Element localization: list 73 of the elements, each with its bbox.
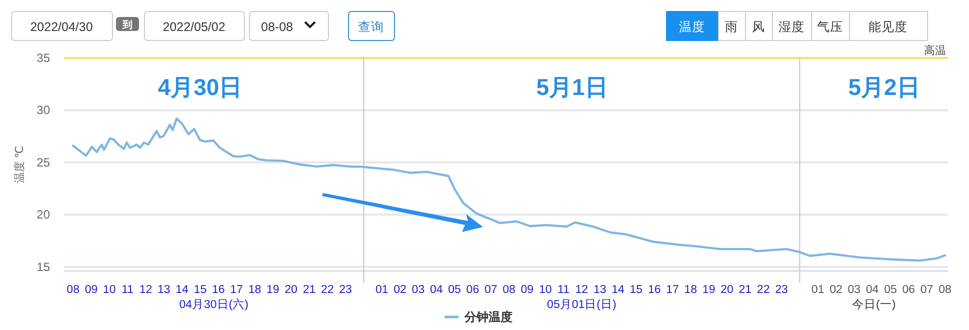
y-axis-title: 温度 ℃ [13,146,26,184]
annotation: 5月2日 [848,74,920,100]
x-tick-label: 08 [502,284,516,296]
x-tick-label: 05 [448,284,461,296]
text: 气压 [817,20,843,34]
text: 2022/04/30 [30,20,93,34]
x-tick-label: 01 [375,284,388,296]
x-tick-label: 18 [248,284,262,296]
x-tick-label: 13 [158,284,170,296]
x-tick-label: 11 [558,284,570,296]
x-tick-label: 06 [466,284,480,296]
x-tick-label: 12 [139,284,152,296]
x-tick-label: 22 [320,284,334,296]
x-tick-label: 09 [520,284,534,296]
x-tick-label: 23 [339,284,352,296]
text: 风 [752,20,765,34]
x-tick-label: 04 [866,284,880,296]
x-tick-label: 06 [902,284,916,296]
x-tick-label: 18 [684,284,698,296]
text: 能见度 [868,19,908,34]
x-tick-label: 23 [775,284,788,296]
x-tick-label: 15 [194,284,207,296]
x-tick-label: 17 [230,284,243,296]
legend-label: 分钟温度 [464,310,512,324]
x-tick-label: 19 [266,284,280,296]
text: 雨 [725,20,738,34]
y-tick-label: 20 [36,208,50,222]
x-tick-label: 14 [176,284,190,296]
x-tick-label: 20 [284,284,298,296]
x-tick-label: 19 [702,284,716,296]
annotation: 5月1日 [536,74,608,100]
text: 湿度 [778,19,804,34]
x-tick-label: 08 [938,284,952,296]
x-tick-label: 02 [394,284,406,296]
x-tick-label: 04 [430,284,444,296]
x-tick-label: 01 [811,284,824,296]
x-tick-label: 03 [412,284,425,296]
y-tick-label: 35 [36,51,50,65]
x-tick-label: 12 [575,284,588,296]
x-tick-label: 14 [612,284,626,296]
x-tick-label: 08 [66,284,80,296]
x-tick-label: 07 [484,284,498,296]
x-tick-label: 20 [720,284,734,296]
x-tick-label: 07 [920,284,934,296]
x-tick-label: 10 [103,284,116,296]
text: 08-08 [261,20,294,34]
text: 04月30日(六) [179,297,249,311]
text: 查询 [358,20,384,34]
x-tick-label: 02 [830,284,842,296]
x-tick-label: 13 [593,284,606,296]
text: 今日(一) [852,298,896,311]
text: 到 [122,19,132,31]
line-series [72,117,946,262]
x-tick-label: 16 [648,284,661,296]
x-tick-label: 09 [84,284,98,296]
y-tick-label: 30 [36,103,50,118]
x-tick-label: 21 [738,284,752,296]
ref-line-label: 高温 [924,44,946,57]
annotation: 4月30日 [158,74,242,100]
x-tick-label: 21 [302,284,316,296]
x-tick-label: 17 [666,284,679,296]
x-tick-label: 22 [756,284,770,296]
text: 2022/05/02 [162,20,226,34]
x-tick-label: 03 [848,284,861,296]
x-tick-label: 15 [630,284,643,296]
text: 温度 [679,19,705,34]
x-tick-label: 16 [212,284,225,296]
x-tick-label: 10 [538,284,552,296]
y-tick-label: 25 [36,155,50,170]
x-tick-label: 05 [884,284,897,296]
text: 05月01日(日) [547,298,616,311]
y-tick-label: 15 [36,260,50,274]
x-tick-label: 11 [122,284,134,296]
